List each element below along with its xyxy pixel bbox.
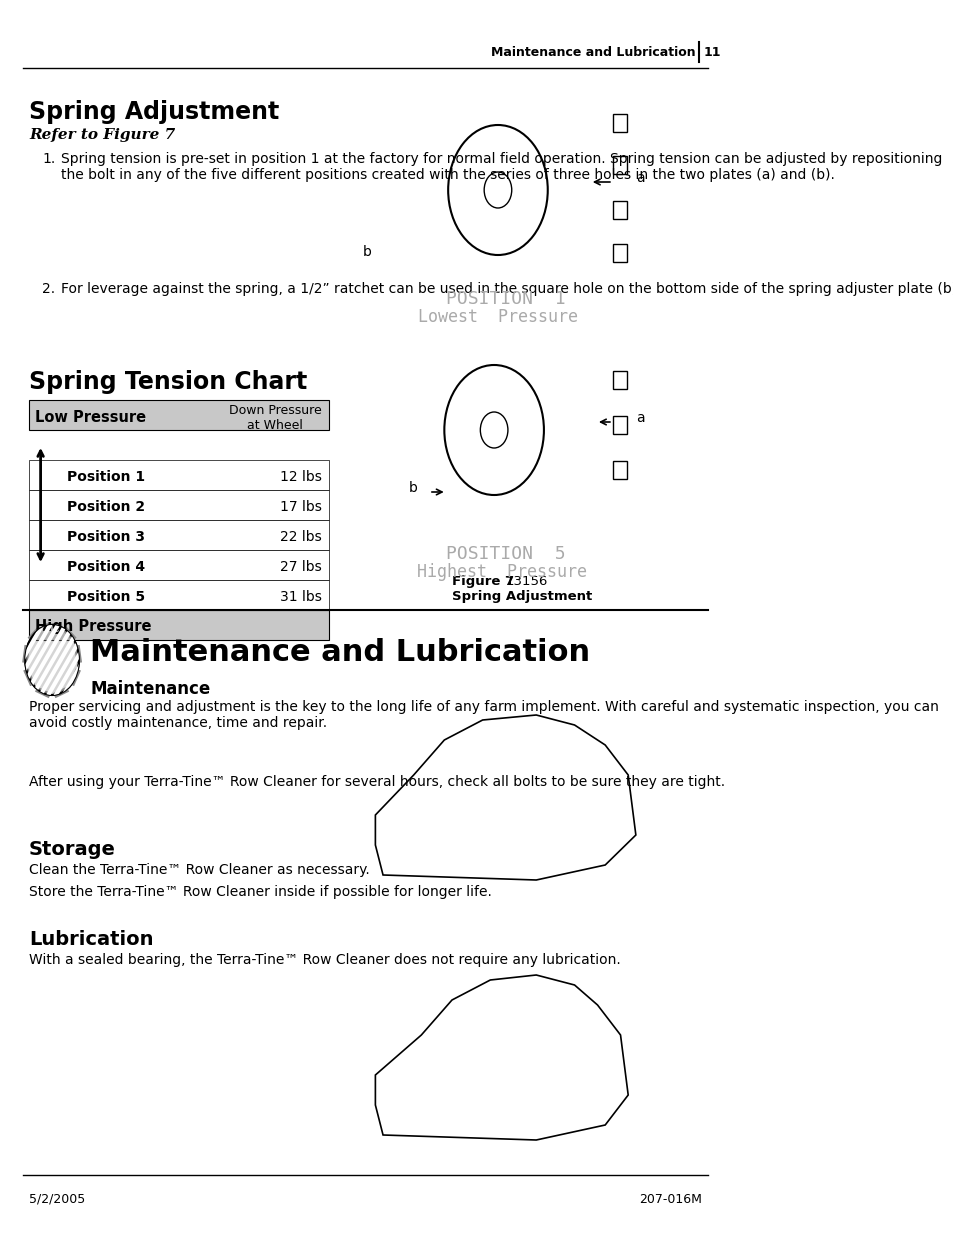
Text: Lubrication: Lubrication [30, 930, 153, 948]
Text: For leverage against the spring, a 1/2” ratchet can be used in the square hole o: For leverage against the spring, a 1/2” … [61, 282, 953, 296]
Bar [30, 520, 329, 550]
Text: Highest  Pressure: Highest Pressure [416, 563, 586, 580]
Text: Clean the Terra-Tine™ Row Cleaner as necessary.: Clean the Terra-Tine™ Row Cleaner as nec… [30, 863, 370, 877]
Text: Down Pressure
at Wheel: Down Pressure at Wheel [229, 404, 321, 432]
Text: Position 4: Position 4 [68, 559, 146, 574]
Text: Store the Terra-Tine™ Row Cleaner inside if possible for longer life.: Store the Terra-Tine™ Row Cleaner inside… [30, 885, 492, 899]
Text: 31 lbs: 31 lbs [279, 590, 321, 604]
Text: Maintenance and Lubrication: Maintenance and Lubrication [491, 46, 695, 58]
Text: Position 1: Position 1 [68, 471, 146, 484]
Bar [612, 201, 626, 219]
Text: 22 lbs: 22 lbs [280, 530, 321, 543]
Text: b: b [362, 245, 371, 259]
Text: a: a [636, 170, 644, 185]
Bar [30, 580, 329, 610]
Text: 27 lbs: 27 lbs [280, 559, 321, 574]
Bar [612, 461, 626, 479]
Text: Refer to Figure 7: Refer to Figure 7 [30, 128, 175, 142]
Text: Low Pressure: Low Pressure [35, 410, 146, 426]
Text: Maintenance: Maintenance [91, 680, 211, 698]
Text: 12 lbs: 12 lbs [279, 471, 321, 484]
Text: Spring tension is pre-set in position 1 at the factory for normal field operatio: Spring tension is pre-set in position 1 … [61, 152, 942, 183]
Text: 11: 11 [703, 46, 720, 58]
Text: Storage: Storage [30, 840, 116, 860]
Text: 1.: 1. [42, 152, 55, 165]
Text: Spring Tension Chart: Spring Tension Chart [30, 370, 307, 394]
Polygon shape [26, 625, 79, 695]
Bar [30, 490, 329, 520]
Text: POSITION  5: POSITION 5 [445, 545, 565, 563]
Bar [30, 550, 329, 580]
Text: 5/2/2005: 5/2/2005 [30, 1193, 85, 1207]
Text: a: a [636, 411, 644, 425]
Text: Position 2: Position 2 [68, 500, 146, 514]
Text: Spring Adjustment: Spring Adjustment [452, 590, 592, 603]
Text: 17 lbs: 17 lbs [279, 500, 321, 514]
Bar [612, 114, 626, 132]
Text: Lowest  Pressure: Lowest Pressure [417, 308, 578, 326]
Bar [30, 610, 329, 640]
Text: Maintenance and Lubrication: Maintenance and Lubrication [91, 638, 590, 667]
Text: Position 3: Position 3 [68, 530, 145, 543]
Text: Figure 7: Figure 7 [452, 576, 514, 588]
Bar [30, 400, 329, 430]
Bar [612, 245, 626, 262]
Text: 2.: 2. [42, 282, 55, 296]
Bar [612, 156, 626, 174]
Bar [612, 416, 626, 433]
Bar [30, 459, 329, 490]
Text: Position 5: Position 5 [68, 590, 146, 604]
Text: POSITION  1: POSITION 1 [445, 290, 565, 308]
Text: 13156: 13156 [505, 576, 547, 588]
Text: Spring Adjustment: Spring Adjustment [30, 100, 279, 124]
Text: Proper servicing and adjustment is the key to the long life of any farm implemen: Proper servicing and adjustment is the k… [30, 700, 938, 730]
Text: High Pressure: High Pressure [35, 620, 152, 635]
Text: With a sealed bearing, the Terra-Tine™ Row Cleaner does not require any lubricat: With a sealed bearing, the Terra-Tine™ R… [30, 953, 620, 967]
Bar [612, 370, 626, 389]
Text: b: b [408, 480, 417, 495]
Text: 207-016M: 207-016M [639, 1193, 701, 1207]
Text: After using your Terra-Tine™ Row Cleaner for several hours, check all bolts to b: After using your Terra-Tine™ Row Cleaner… [30, 776, 724, 789]
